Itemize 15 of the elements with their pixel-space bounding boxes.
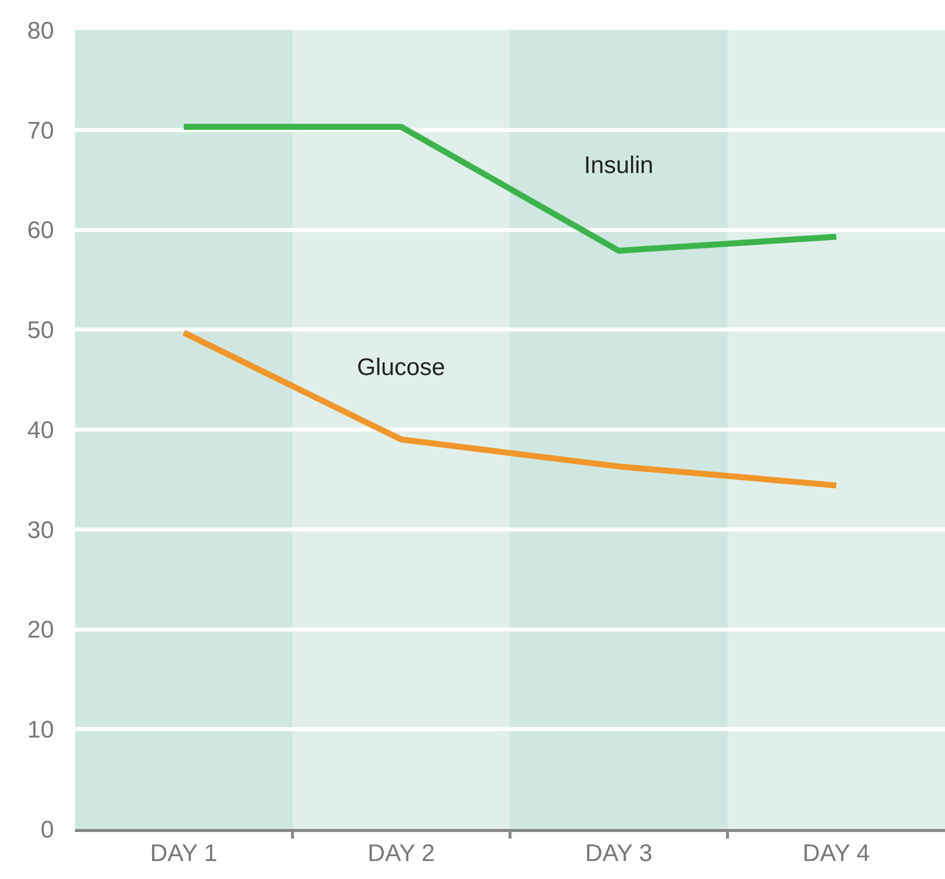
series-label: Glucose — [357, 354, 446, 381]
y-tick-label: 40 — [27, 416, 54, 444]
y-tick-label: 50 — [27, 317, 54, 344]
y-tick-label: 0 — [40, 816, 54, 844]
x-tick-label: DAY 3 — [585, 840, 652, 867]
x-tick-label: DAY 2 — [368, 840, 435, 867]
y-tick-label: 80 — [27, 17, 54, 44]
y-tick-label: 30 — [27, 516, 54, 544]
y-tick-label: 20 — [27, 616, 54, 644]
x-tick-label: DAY 1 — [150, 840, 218, 867]
y-tick-label: 10 — [27, 716, 54, 744]
series-label: Insulin — [584, 152, 654, 179]
x-tick-label: DAY 4 — [802, 840, 870, 867]
y-tick-label: 60 — [27, 217, 54, 244]
y-tick-label: 70 — [27, 117, 54, 144]
